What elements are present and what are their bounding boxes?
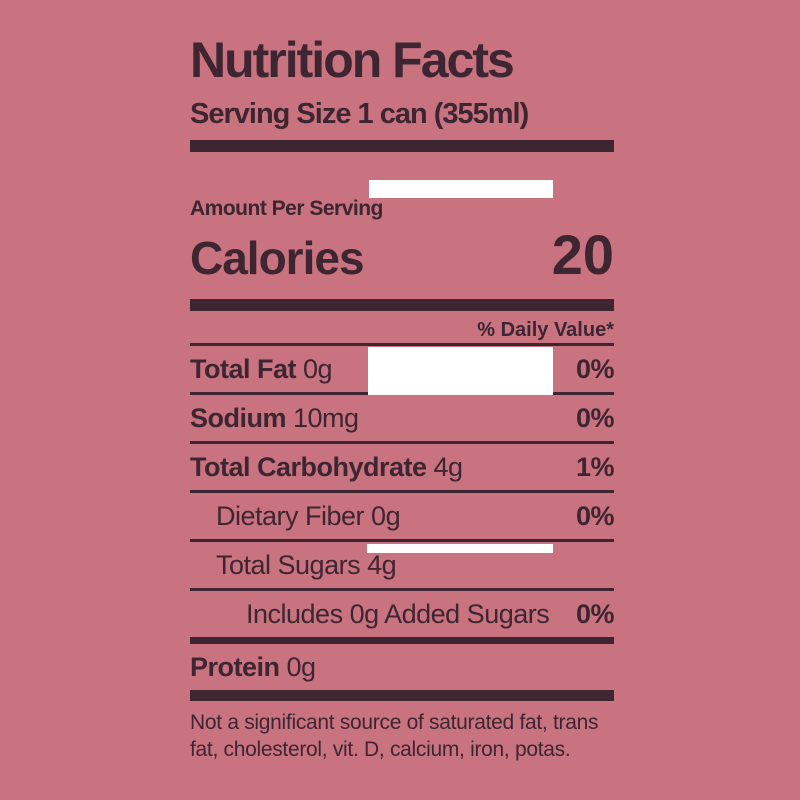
calories-label: Calories <box>190 232 365 284</box>
daily-value: 0% <box>575 354 615 384</box>
daily-value: 0% <box>575 501 615 531</box>
nutrient-amount: 4g <box>360 550 397 580</box>
white-redaction-box <box>369 180 553 198</box>
nutrient-row: Includes 0g Added Sugars 0% <box>190 588 615 637</box>
nutrient-amount: 0g <box>364 501 401 531</box>
nutrient-text: Protein 0g <box>190 651 316 683</box>
nutrient-text: Total Carbohydrate 4g <box>190 451 463 483</box>
nutrition-facts-label: Nutrition Facts Serving Size 1 can (355m… <box>190 28 615 763</box>
nutrient-row: Total Carbohydrate 4g 1% <box>190 441 615 490</box>
divider-bar <box>190 140 614 152</box>
nutrient-row: Total Fat 0g 0% <box>190 343 615 392</box>
calories-value: 20 <box>551 223 614 286</box>
nutrient-name: Includes 0g Added Sugars <box>246 599 550 629</box>
nutrient-row: Total Sugars 4g <box>190 539 614 588</box>
nutrient-amount: 0g <box>279 652 317 682</box>
white-redaction-box <box>368 347 553 395</box>
nutrient-name: Total Fat <box>190 354 297 384</box>
nutrient-name: Total Carbohydrate <box>190 452 427 482</box>
nutrient-rows: Total Fat 0g 0% Sodium 10mg 0% Total Carbohy… <box>190 343 615 690</box>
nutrient-amount: 10mg <box>286 403 359 433</box>
daily-value: 1% <box>575 452 615 482</box>
nutrient-amount: 0g <box>296 354 333 384</box>
nutrient-name: Sodium <box>190 403 287 433</box>
nutrient-row: Dietary Fiber 0g 0% <box>190 490 615 539</box>
daily-value-header: % Daily Value* <box>477 319 614 341</box>
calories-row: Calories 20 <box>190 222 614 291</box>
serving-size: Serving Size 1 can (355ml) <box>190 98 529 130</box>
nutrient-row: Protein 0g <box>190 637 614 690</box>
nutrient-name: Protein <box>190 652 280 682</box>
nutrient-text: Includes 0g Added Sugars <box>246 598 550 630</box>
nutrient-row: Sodium 10mg 0% <box>190 392 615 441</box>
nutrient-text: Total Fat 0g <box>190 353 333 385</box>
daily-value: 0% <box>575 599 615 629</box>
daily-value: 0% <box>575 403 615 433</box>
footnote: Not a significant source of saturated fa… <box>190 711 599 761</box>
nutrient-name: Dietary Fiber <box>216 501 365 531</box>
nutrient-name: Total Sugars <box>216 550 361 580</box>
amount-per-serving-label: Amount Per Serving <box>190 197 383 220</box>
nutrient-text: Total Sugars 4g <box>216 549 397 581</box>
nutrient-text: Dietary Fiber 0g <box>216 500 401 532</box>
nutrient-text: Sodium 10mg <box>190 402 359 434</box>
divider-bar <box>190 299 614 311</box>
white-redaction-box <box>367 544 553 553</box>
divider-bar <box>190 690 614 701</box>
nutrient-amount: 4g <box>426 452 464 482</box>
page-title: Nutrition Facts <box>190 32 515 88</box>
